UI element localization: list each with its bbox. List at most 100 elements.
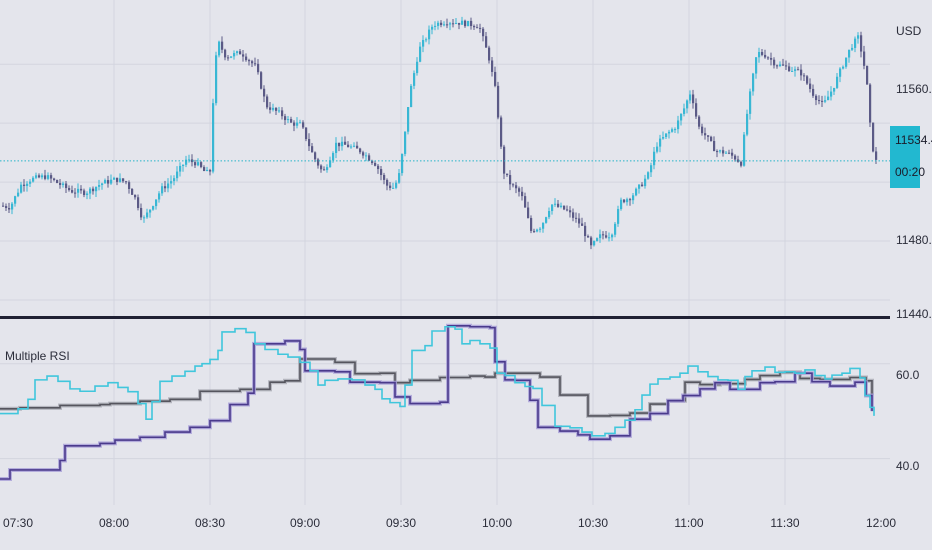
time-axis[interactable]: 07:30 08:00 08:30 09:00 09:30 10:00 10:3… xyxy=(3,516,896,530)
candle-body xyxy=(68,188,71,191)
candle-body xyxy=(827,96,830,101)
candle-body xyxy=(101,183,104,186)
candle-body xyxy=(380,169,383,175)
time-tick-label: 09:00 xyxy=(290,516,320,530)
time-tick-label: 09:30 xyxy=(386,516,416,530)
candle-body xyxy=(176,171,179,179)
candle-body xyxy=(332,153,335,161)
candle-body xyxy=(800,69,803,76)
candle-body xyxy=(392,187,395,189)
candle-body xyxy=(611,234,614,238)
candle-body xyxy=(98,185,101,187)
candle-body xyxy=(743,134,746,166)
candle-body xyxy=(410,85,413,108)
candle-body xyxy=(197,162,200,166)
candle-body xyxy=(521,191,524,197)
candle-body xyxy=(143,217,146,219)
candle-body xyxy=(626,199,629,203)
candle-body xyxy=(650,165,653,173)
candle-body xyxy=(824,100,827,102)
candle-body xyxy=(188,159,191,161)
candle-body xyxy=(467,20,470,27)
rsi-line[interactable] xyxy=(0,358,873,417)
candle-body xyxy=(170,181,173,184)
candle-body xyxy=(233,53,236,57)
candle-body xyxy=(65,183,68,189)
rsi-line[interactable] xyxy=(0,325,875,437)
candle-body xyxy=(500,117,503,147)
candle-body xyxy=(782,64,785,66)
candle-body xyxy=(749,91,752,114)
candle-body xyxy=(122,178,125,182)
candle-body xyxy=(227,57,230,59)
candle-body xyxy=(323,169,326,171)
candle-body xyxy=(653,151,656,166)
candle-body xyxy=(419,46,422,62)
candle-body xyxy=(845,57,848,67)
candle-body xyxy=(314,152,317,160)
candle-body xyxy=(212,103,215,172)
candle-body xyxy=(542,222,545,229)
candle-body xyxy=(791,70,794,72)
candle-body xyxy=(605,235,608,238)
candle-body xyxy=(662,136,665,139)
candle-body xyxy=(257,63,260,73)
candle-body xyxy=(719,150,722,152)
candle-body xyxy=(491,60,494,72)
candle-body xyxy=(527,207,530,218)
candle-body xyxy=(692,94,695,104)
candle-body xyxy=(362,152,365,156)
candle-body xyxy=(833,87,836,92)
time-tick-label: 10:00 xyxy=(482,516,512,530)
time-tick-label: 08:30 xyxy=(195,516,225,530)
time-tick-label: 08:00 xyxy=(99,516,129,530)
candle-body xyxy=(683,108,686,114)
candle-body xyxy=(146,212,149,218)
candle-body xyxy=(404,131,407,154)
candle-body xyxy=(260,72,263,89)
candle-body xyxy=(638,184,641,189)
candle-body xyxy=(326,167,329,171)
candle-body xyxy=(149,209,152,213)
candle-body xyxy=(866,65,869,85)
rsi-line[interactable] xyxy=(0,324,873,480)
candle-body xyxy=(875,151,878,160)
candle-body xyxy=(287,119,290,121)
candle-body xyxy=(872,122,875,152)
candle-body xyxy=(806,76,809,84)
candle-body xyxy=(710,136,713,141)
candle-body xyxy=(575,217,578,219)
indicator-title[interactable]: Multiple RSI xyxy=(5,349,70,363)
candle-body xyxy=(206,169,209,172)
candle-body xyxy=(554,203,557,205)
candle-body xyxy=(608,237,611,239)
candlestick-series[interactable] xyxy=(2,16,878,250)
candle-body xyxy=(503,146,506,174)
candle-body xyxy=(215,55,218,104)
candle-body xyxy=(89,188,92,194)
candle-body xyxy=(191,159,194,163)
candle-body xyxy=(41,175,44,178)
pane-separator[interactable] xyxy=(0,316,890,319)
candle-body xyxy=(317,159,320,166)
candle-body xyxy=(329,160,332,168)
rsi-series[interactable] xyxy=(0,323,875,481)
candle-body xyxy=(347,144,350,148)
candle-body xyxy=(110,179,113,184)
candle-body xyxy=(194,162,197,166)
candle-body xyxy=(452,23,455,25)
candle-body xyxy=(446,24,449,26)
candle-body xyxy=(155,199,158,207)
candle-body xyxy=(560,205,563,207)
candle-body xyxy=(77,188,80,193)
candle-body xyxy=(617,209,620,224)
candle-body xyxy=(725,152,728,154)
candle-body xyxy=(590,237,593,246)
candle-body xyxy=(680,113,683,121)
candle-body xyxy=(695,103,698,117)
candle-body xyxy=(104,180,107,184)
candle-body xyxy=(29,181,32,184)
candle-body xyxy=(299,122,302,124)
candle-body xyxy=(131,189,134,195)
